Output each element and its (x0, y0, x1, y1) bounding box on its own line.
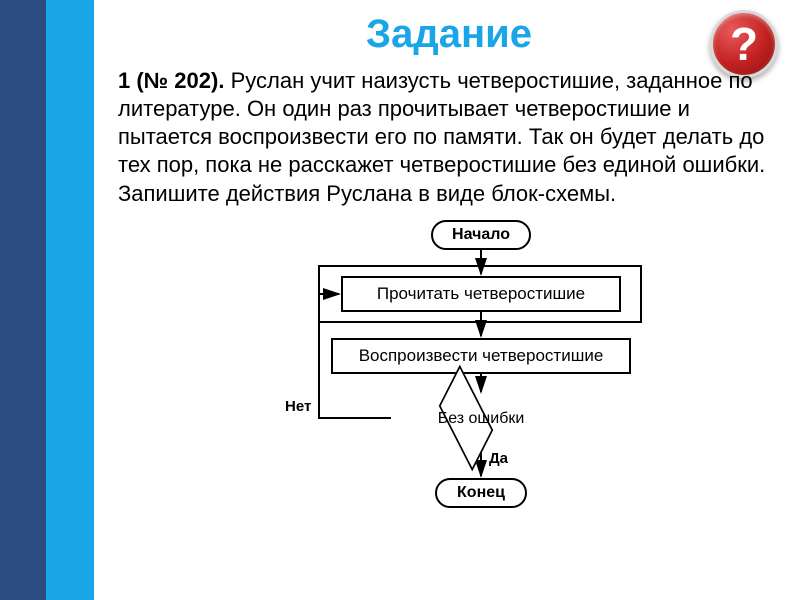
node-start-label: Начало (452, 226, 510, 243)
node-read-label: Прочитать четверостишие (377, 284, 585, 303)
task-number: 1 (№ 202). (118, 68, 224, 93)
node-start: Начало (431, 220, 531, 250)
page-title: Задание (118, 12, 780, 57)
task-text: 1 (№ 202). Руслан учит наизусть четверос… (118, 67, 780, 208)
edge-label-no: Нет (285, 398, 311, 415)
sidebar-stripe-light (46, 0, 94, 600)
node-recall: Воспроизвести четверостишие (331, 338, 631, 374)
node-read: Прочитать четверостишие (341, 276, 621, 312)
edge-label-yes: Да (489, 450, 508, 467)
node-end: Конец (435, 478, 527, 508)
node-recall-label: Воспроизвести четверостишие (359, 346, 604, 365)
flowchart: Начало Прочитать четверостишие Воспроизв… (179, 220, 719, 510)
node-end-label: Конец (457, 484, 505, 501)
content-area: Задание 1 (№ 202). Руслан учит наизусть … (94, 0, 800, 600)
node-check-label: Без ошибки (401, 410, 561, 428)
sidebar-stripe-dark (0, 0, 46, 600)
